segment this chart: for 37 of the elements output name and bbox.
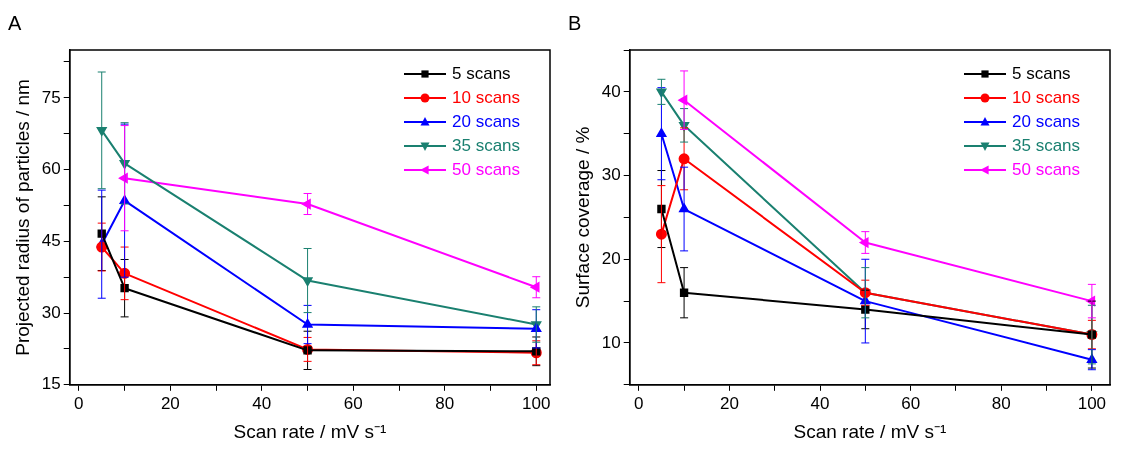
y-tick-label: 30	[601, 165, 621, 185]
chart-title: A	[8, 11, 22, 34]
legend-label: 35 scans	[1012, 135, 1081, 155]
x-axis-title: Scan rate / mV s⁻¹	[793, 420, 947, 442]
legend-label: 20 scans	[452, 111, 521, 131]
x-tick-label: 100	[522, 393, 551, 413]
x-tick-label: 60	[343, 393, 363, 413]
x-tick-label: 0	[74, 393, 84, 413]
x-tick-label: 80	[435, 393, 455, 413]
x-tick-label: 20	[719, 393, 739, 413]
legend-label: 35 scans	[452, 135, 521, 155]
x-tick-label: 40	[810, 393, 830, 413]
y-tick-label: 45	[41, 231, 61, 250]
y-tick-label: 15	[41, 374, 61, 394]
y-tick-label: 75	[41, 87, 61, 107]
y-tick-label: 60	[41, 159, 61, 179]
x-tick-label: 20	[160, 393, 180, 413]
y-axis-title: Surface coverage / %	[571, 126, 593, 309]
y-tick-label: 40	[601, 81, 621, 101]
legend-label: 10 scans	[1012, 87, 1081, 107]
legend-label: 5 scans	[1012, 63, 1071, 83]
x-tick-label: 100	[1077, 393, 1107, 413]
legend-label: 50 scans	[452, 159, 521, 179]
y-tick-label: 20	[601, 248, 621, 268]
y-axis-title: Projected radius of particles / nm	[11, 79, 33, 356]
y-tick-label: 30	[41, 302, 61, 322]
legend-label: 20 scans	[1012, 111, 1081, 131]
chart-title: B	[568, 11, 582, 34]
legend-label: 5 scans	[452, 63, 511, 83]
x-axis-title: Scan rate / mV s⁻¹	[233, 420, 387, 442]
y-tick-label: 10	[601, 332, 621, 352]
x-tick-label: 40	[252, 393, 272, 413]
x-tick-label: 80	[991, 393, 1011, 413]
x-tick-label: 0	[634, 393, 644, 413]
legend-label: 50 scans	[1012, 159, 1081, 179]
legend-label: 10 scans	[452, 87, 521, 107]
x-tick-label: 60	[901, 393, 921, 413]
